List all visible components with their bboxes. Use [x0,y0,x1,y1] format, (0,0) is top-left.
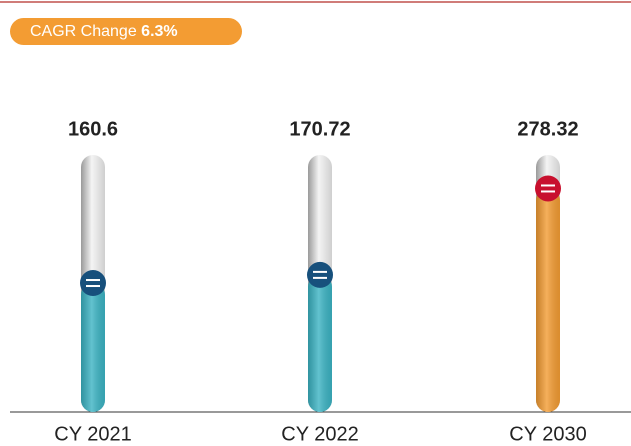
badge [10,18,242,45]
x-tick-label: CY 2021 [54,423,131,445]
bar-shade [308,274,332,412]
value-label: 278.32 [517,118,578,140]
x-tick-label: CY 2030 [509,423,586,445]
badge-value: 6.3% [141,23,177,40]
badge-label: CAGR Change [30,23,137,40]
value-label: 170.72 [289,118,350,140]
bar-shade [81,283,105,412]
badge-text: CAGR Change 6.3% [30,23,178,40]
x-tick-label: CY 2022 [281,423,358,445]
bar-shade [536,188,560,412]
marker [307,261,333,288]
marker [80,270,106,297]
value-label: 160.6 [68,118,118,140]
marker [535,175,561,202]
